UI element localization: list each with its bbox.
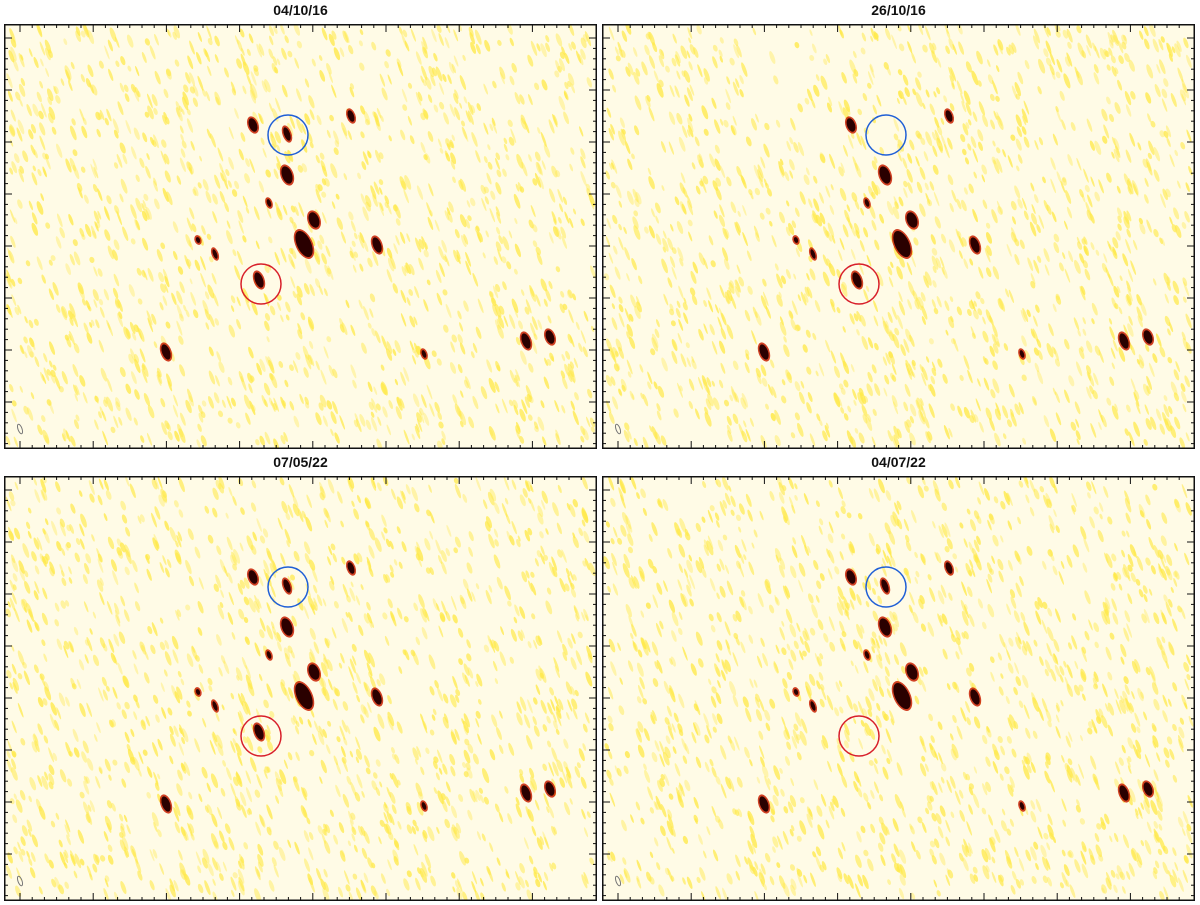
radio-source [759, 344, 769, 360]
map-canvas [4, 24, 597, 449]
radio-source [864, 651, 870, 659]
radio-source [945, 110, 953, 122]
radio-source [254, 272, 264, 288]
radio-source [266, 651, 272, 659]
radio-source [372, 689, 382, 705]
radio-source [893, 682, 911, 710]
radio-map-image [4, 476, 597, 901]
beam-ellipse [614, 875, 622, 887]
radio-source [295, 230, 313, 258]
radio-source [421, 350, 427, 358]
map-canvas [4, 476, 597, 901]
radio-source [970, 237, 980, 253]
panel-title: 04/10/16 [273, 2, 328, 18]
tick-marks [4, 24, 597, 449]
radio-source [308, 664, 320, 680]
blue-marker-circle [865, 566, 907, 608]
radio-map-image [602, 476, 1195, 901]
blue-marker-circle [865, 114, 907, 156]
radio-source [1119, 333, 1129, 349]
radio-source [266, 199, 272, 207]
radio-map-image [4, 24, 597, 449]
radio-source [283, 127, 291, 141]
radio-source [195, 689, 201, 695]
panel-3: 07/05/22 [4, 452, 597, 904]
beam-ellipse [16, 875, 24, 887]
radio-source [970, 689, 980, 705]
radio-source [212, 249, 218, 259]
radio-source [846, 570, 856, 584]
radio-source [372, 237, 382, 253]
radio-source [1143, 782, 1153, 796]
radio-source [212, 701, 218, 711]
panel-2: 26/10/16 [602, 0, 1195, 452]
beam-ellipse [16, 423, 24, 435]
noise-texture [5, 24, 596, 449]
radio-source [810, 701, 816, 711]
noise-texture [5, 476, 596, 901]
radio-source [1119, 785, 1129, 801]
radio-source [248, 570, 258, 584]
radio-source [521, 333, 531, 349]
blue-marker-circle [267, 566, 309, 608]
radio-source [906, 664, 918, 680]
panel-title: 26/10/16 [871, 2, 926, 18]
map-canvas [602, 476, 1195, 901]
tick-marks [4, 476, 597, 901]
radio-source [521, 785, 531, 801]
radio-source [846, 118, 856, 132]
radio-source [793, 237, 799, 243]
radio-source [1019, 802, 1025, 810]
radio-source [347, 562, 355, 574]
radio-source [759, 796, 769, 812]
radio-source [1143, 330, 1153, 344]
panel-title: 04/07/22 [871, 454, 926, 470]
radio-source [879, 618, 891, 636]
noise-texture [603, 24, 1193, 449]
red-marker-circle [240, 263, 282, 305]
panel-1: 04/10/16 [4, 0, 597, 452]
radio-source [906, 212, 918, 228]
panel-title: 07/05/22 [273, 454, 328, 470]
radio-source [945, 562, 953, 574]
radio-source [421, 802, 427, 810]
red-marker-circle [240, 715, 282, 757]
radio-source [1019, 350, 1025, 358]
radio-source [793, 689, 799, 695]
radio-source [281, 618, 293, 636]
radio-source [308, 212, 320, 228]
radio-source [281, 166, 293, 184]
tick-marks [602, 24, 1195, 449]
radio-source [248, 118, 258, 132]
map-canvas [602, 24, 1195, 449]
radio-source [347, 110, 355, 122]
radio-source [852, 272, 862, 288]
radio-source [879, 166, 891, 184]
radio-source [881, 579, 889, 593]
radio-source [195, 237, 201, 243]
beam-ellipse [614, 423, 622, 435]
radio-source [161, 344, 171, 360]
radio-source [864, 199, 870, 207]
panel-4: 04/07/22 [602, 452, 1195, 904]
radio-source [295, 682, 313, 710]
radio-source [545, 330, 555, 344]
radio-source [545, 782, 555, 796]
tick-marks [602, 476, 1195, 901]
radio-source [254, 724, 264, 740]
blue-marker-circle [267, 114, 309, 156]
red-marker-circle [838, 715, 880, 757]
noise-texture [603, 476, 1194, 901]
radio-source [893, 230, 911, 258]
red-marker-circle [838, 263, 880, 305]
radio-map-image [602, 24, 1195, 449]
radio-source [810, 249, 816, 259]
radio-source [161, 796, 171, 812]
radio-source [283, 579, 291, 593]
